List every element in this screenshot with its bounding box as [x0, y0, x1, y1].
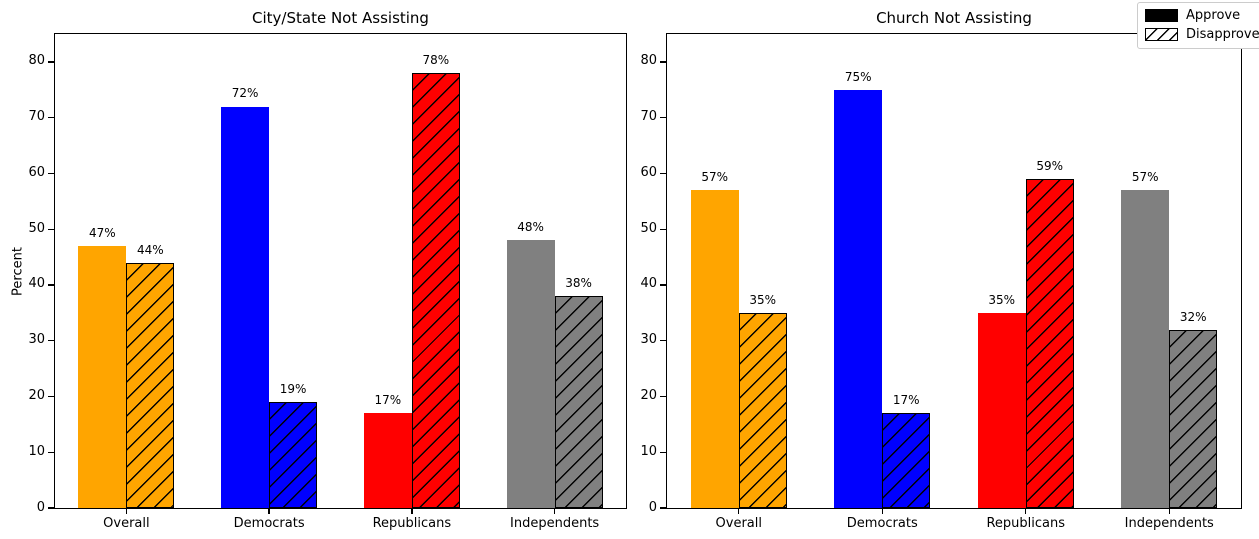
approve-solid-swatch-icon: [1145, 9, 1178, 22]
y-tick-mark: [660, 61, 666, 63]
bar-value-label: 44%: [137, 242, 164, 257]
bar-disapprove: [269, 402, 318, 508]
y-tick-label: 10: [640, 443, 657, 459]
y-tick-mark: [48, 340, 54, 342]
bar-approve: [506, 240, 555, 508]
disapprove-hatched-swatch-icon: [1145, 28, 1178, 41]
y-tick-label: 0: [648, 499, 657, 515]
y-tick-mark: [660, 395, 666, 398]
y-tick-label: 0: [36, 499, 45, 515]
y-tick-mark: [48, 284, 54, 286]
bar-disapprove: [1025, 179, 1074, 508]
y-axis-label: Percent: [10, 247, 26, 296]
y-tick-label: 30: [640, 332, 657, 348]
y-tick-label: 30: [28, 332, 45, 348]
bar-value-label: 57%: [1131, 170, 1159, 185]
y-tick-label: 40: [28, 276, 45, 292]
bar-approve: [78, 245, 127, 508]
left-chart-title: City/State Not Assisting: [252, 9, 429, 27]
y-tick-label: 40: [640, 276, 657, 292]
bar-disapprove: [411, 73, 460, 508]
y-tick-label: 10: [28, 443, 45, 459]
y-tick-mark: [48, 116, 54, 119]
y-tick-mark: [48, 228, 54, 230]
y-tick-label: 20: [28, 387, 45, 403]
y-tick-mark: [48, 451, 54, 453]
x-tick-mark: [1025, 509, 1027, 514]
y-tick-label: 50: [28, 220, 45, 236]
x-tick-mark: [738, 509, 740, 514]
y-tick-mark: [48, 395, 54, 398]
x-tick-mark: [125, 509, 128, 514]
legend-item-disapprove: Disapprove: [1145, 27, 1259, 42]
bar-value-label: 17%: [892, 393, 920, 408]
y-tick-label: 20: [640, 387, 657, 403]
bar-approve: [363, 413, 412, 508]
x-tick-label: Independents: [510, 516, 600, 531]
bar-value-label: 47%: [89, 225, 116, 240]
bar-value-label: 38%: [565, 276, 592, 291]
x-tick-mark: [268, 509, 270, 514]
bar-value-label: 35%: [988, 292, 1016, 307]
bar-value-label: 19%: [279, 382, 307, 397]
legend-label-approve: Approve: [1186, 8, 1241, 23]
bar-approve: [221, 106, 270, 508]
y-tick-mark: [660, 172, 666, 175]
y-tick-mark: [660, 451, 666, 453]
bar-value-label: 57%: [701, 170, 729, 185]
y-tick-label: 80: [28, 53, 45, 69]
bar-disapprove: [126, 262, 175, 508]
y-tick-label: 80: [640, 53, 657, 69]
legend-item-approve: Approve: [1145, 8, 1259, 23]
bar-disapprove: [1169, 329, 1218, 508]
legend-label-disapprove: Disapprove: [1186, 27, 1259, 42]
bar-approve: [977, 312, 1026, 508]
right-chart-axes: 0 10 20 30 40 50 60 70 80 Overall 57% 35% Democrats 7…: [640, 33, 1242, 531]
legend: Approve Disapprove: [1137, 2, 1259, 49]
x-tick-mark: [881, 509, 883, 514]
y-tick-mark: [660, 116, 666, 119]
x-tick-label: Democrats: [846, 516, 918, 531]
bar-disapprove: [554, 296, 603, 508]
x-tick-label: Overall: [103, 516, 150, 531]
left-chart-axes: 0 10 20 30 40 50 60 70 80 Overall 47% 44% Democrats 7…: [28, 33, 627, 531]
x-tick-mark: [1168, 509, 1170, 514]
bar-disapprove: [738, 312, 787, 508]
bar-value-label: 59%: [1036, 158, 1064, 173]
y-tick-label: 50: [640, 220, 657, 236]
right-chart-title: Church Not Assisting: [876, 9, 1032, 27]
x-tick-mark: [411, 509, 413, 514]
bar-approve: [1121, 190, 1170, 508]
y-tick-mark: [660, 340, 666, 342]
x-tick-label: Republicans: [372, 516, 452, 531]
bar-value-label: 48%: [517, 220, 544, 235]
y-tick-mark: [48, 61, 54, 63]
bar-value-label: 72%: [231, 86, 259, 101]
bar-value-label: 78%: [422, 53, 450, 68]
y-tick-mark: [48, 172, 54, 175]
y-tick-label: 60: [28, 164, 45, 180]
bar-approve: [834, 89, 883, 508]
bar-value-label: 75%: [844, 69, 872, 84]
y-tick-label: 70: [28, 109, 45, 125]
bar-approve: [690, 190, 739, 508]
y-tick-mark: [660, 228, 666, 230]
x-tick-label: Overall: [715, 516, 762, 531]
x-tick-mark: [553, 509, 556, 514]
y-tick-mark: [660, 507, 666, 509]
bar-disapprove: [882, 413, 931, 508]
bar-value-label: 17%: [374, 393, 402, 408]
bar-value-label: 35%: [749, 292, 777, 307]
x-tick-label: Independents: [1124, 516, 1214, 531]
bar-value-label: 32%: [1179, 309, 1207, 324]
y-tick-label: 70: [640, 109, 657, 125]
y-tick-label: 60: [640, 164, 657, 180]
y-tick-mark: [48, 507, 54, 509]
y-tick-mark: [660, 284, 666, 286]
x-tick-label: Democrats: [233, 516, 305, 531]
x-tick-label: Republicans: [986, 516, 1066, 531]
